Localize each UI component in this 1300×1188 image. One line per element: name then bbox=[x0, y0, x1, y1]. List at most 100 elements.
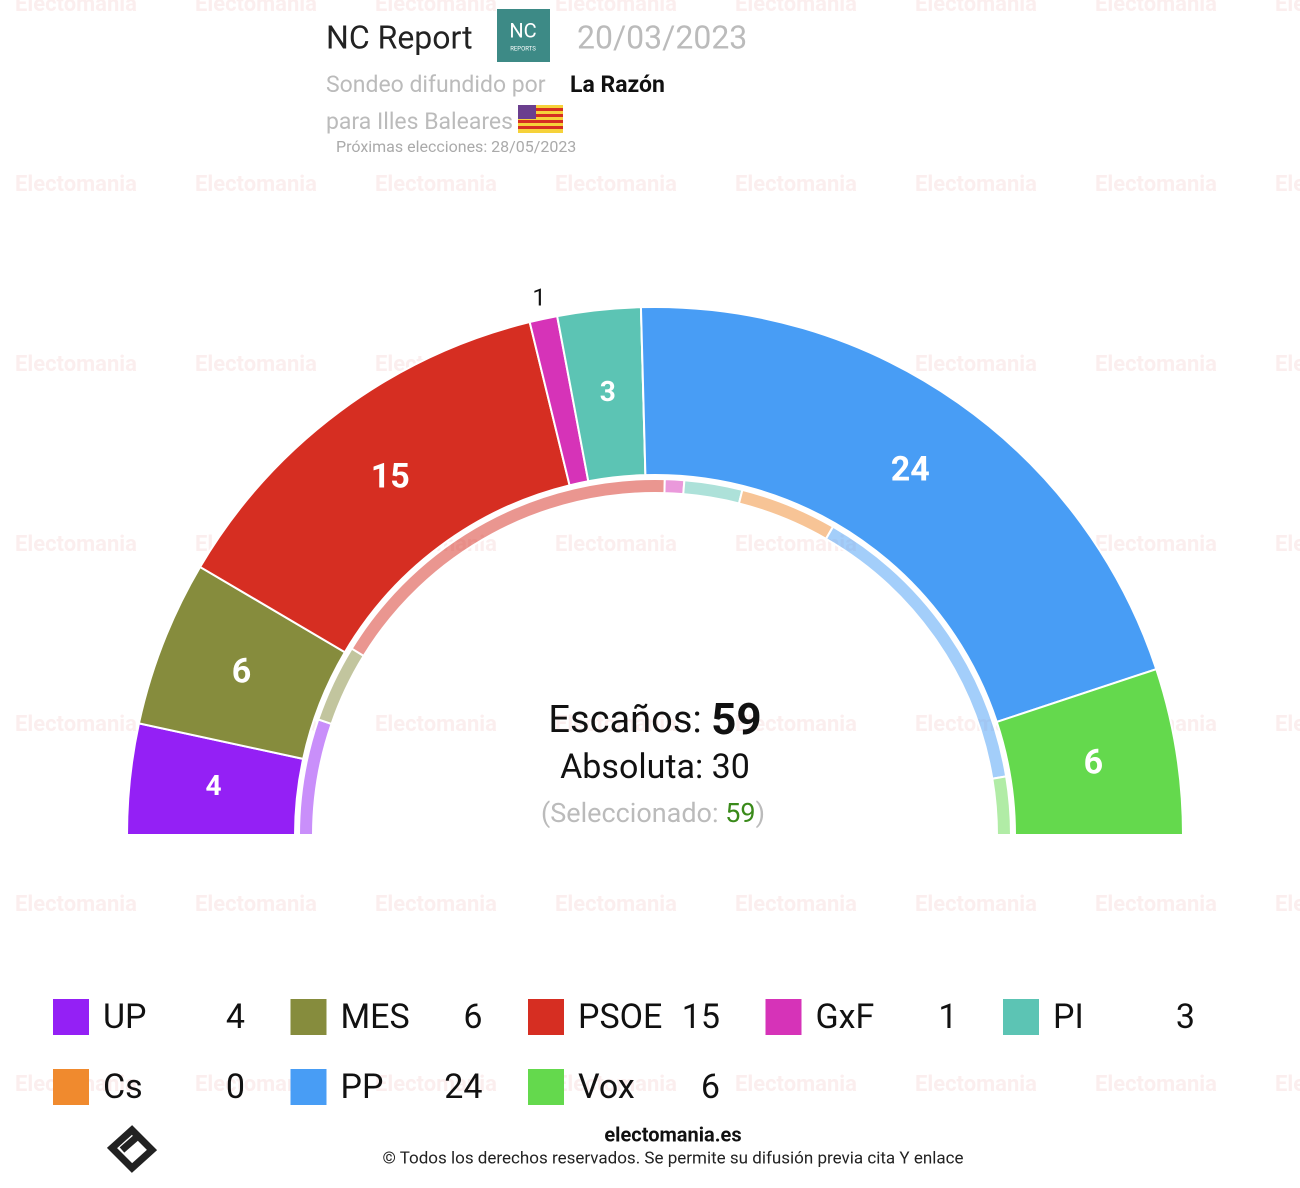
legend-value: 0 bbox=[226, 1067, 245, 1107]
legend-name: Cs bbox=[103, 1067, 143, 1107]
watermark: Electomania bbox=[915, 0, 1037, 17]
legend-icon bbox=[290, 1069, 327, 1105]
seat-label: 1 bbox=[532, 284, 546, 312]
seat-label: 24 bbox=[891, 450, 930, 490]
watermark: Electomania bbox=[555, 1072, 677, 1097]
watermark: Electomania bbox=[915, 172, 1037, 197]
seats-label: Escaños: bbox=[548, 698, 701, 742]
watermark: Electomania bbox=[1095, 0, 1217, 17]
legend-name: UP bbox=[103, 997, 147, 1037]
legend-value: 4 bbox=[226, 997, 245, 1037]
logo-text: REPORTS bbox=[510, 46, 536, 53]
watermark: Electomania bbox=[15, 532, 137, 557]
watermark: Electomania bbox=[735, 892, 857, 917]
poll-date: 20/03/2023 bbox=[577, 18, 747, 56]
logo-text: NC bbox=[509, 18, 536, 42]
legend-icon bbox=[290, 999, 327, 1035]
legend: UP 4 MES 6 PSOE 15 GxF 1 PI 3 Cs 0 PP 24 Vox 6 bbox=[53, 997, 1195, 1107]
majority-label: Absoluta: bbox=[560, 747, 703, 787]
legend-icon bbox=[528, 1069, 564, 1105]
flag bbox=[518, 105, 563, 133]
watermark: Electomania bbox=[1095, 352, 1217, 377]
seat-label: 6 bbox=[232, 651, 252, 691]
majority: Absoluta: 30 bbox=[560, 747, 750, 787]
seat-label: 4 bbox=[205, 769, 221, 802]
watermark: Electomania bbox=[1095, 892, 1217, 917]
footer-rights: © Todos los derechos reservados. Se perm… bbox=[382, 1148, 963, 1168]
watermark-layer: Electomania Electomania Electomania Electom… bbox=[15, 0, 1300, 1097]
watermark: Electomania bbox=[1275, 352, 1300, 377]
seat-segment bbox=[995, 667, 1185, 836]
watermark: Electomania bbox=[1095, 172, 1217, 197]
watermark: Electomania bbox=[915, 352, 1037, 377]
seat-label: 6 bbox=[1084, 742, 1104, 782]
watermark: Electomania bbox=[1275, 0, 1300, 17]
watermark: Electomania bbox=[555, 0, 677, 17]
watermark: Electomania bbox=[555, 172, 677, 197]
legend-icon bbox=[765, 999, 802, 1035]
legend-icon bbox=[528, 999, 564, 1035]
region: para Illes Baleares bbox=[326, 108, 513, 135]
legend-name: PI bbox=[1053, 997, 1084, 1037]
parliament: 4 6 15 1 3 24 6 bbox=[125, 284, 1185, 836]
selected-close: ) bbox=[756, 797, 765, 829]
watermark: Electomania bbox=[195, 352, 317, 377]
pollster: NC Report bbox=[326, 18, 473, 56]
watermark: Electomania bbox=[15, 352, 137, 377]
legend-icon bbox=[1003, 999, 1039, 1035]
watermark: Electomania bbox=[15, 172, 137, 197]
watermark: Electomania bbox=[375, 172, 497, 197]
next-election: Próximas elecciones: 28/05/2023 bbox=[336, 137, 576, 156]
legend-name: GxF bbox=[816, 997, 875, 1037]
watermark: Electomania bbox=[195, 0, 317, 17]
watermark: Electomania bbox=[1095, 1072, 1217, 1097]
watermark: Electomania bbox=[735, 0, 857, 17]
watermark: Electomania bbox=[555, 712, 677, 737]
watermark: Electomania bbox=[735, 172, 857, 197]
watermark: Electomania bbox=[1275, 892, 1300, 917]
watermark: Electomania bbox=[375, 0, 497, 17]
watermark: Electomania bbox=[735, 1072, 857, 1097]
legend-value: 1 bbox=[938, 997, 957, 1037]
footer-logo bbox=[106, 1125, 158, 1173]
legend-name: PSOE bbox=[578, 997, 662, 1037]
majority-value: 30 bbox=[712, 747, 750, 787]
legend-name: Vox bbox=[578, 1067, 635, 1107]
seat-segment bbox=[663, 478, 686, 496]
legend-value: 6 bbox=[701, 1067, 720, 1107]
watermark: Electomania bbox=[1095, 532, 1217, 557]
legend-name: MES bbox=[341, 997, 410, 1037]
watermark: Electomania bbox=[915, 1072, 1037, 1097]
watermark: Electomania bbox=[1275, 172, 1300, 197]
watermark: Electomania bbox=[195, 172, 317, 197]
legend-value: 6 bbox=[463, 997, 482, 1037]
legend-value: 15 bbox=[682, 997, 720, 1037]
legend-icon bbox=[53, 999, 89, 1035]
seats-value: 59 bbox=[711, 693, 762, 745]
legend-icon bbox=[53, 1069, 89, 1105]
legend-name: PP bbox=[341, 1067, 384, 1107]
seats-total: Escaños: 59 bbox=[548, 693, 761, 745]
seat-label: 15 bbox=[371, 457, 410, 497]
footer-site: electomania.es bbox=[604, 1122, 741, 1146]
watermark: Electomania bbox=[555, 892, 677, 917]
legend-value: 24 bbox=[444, 1067, 482, 1107]
legend-value: 3 bbox=[1176, 997, 1195, 1037]
watermark: Electomania bbox=[735, 712, 857, 737]
watermark: Electomania bbox=[15, 712, 137, 737]
seat-segment bbox=[639, 306, 1158, 724]
watermark: Electomania bbox=[915, 892, 1037, 917]
watermark: Electomania bbox=[15, 0, 137, 17]
watermark: Electomania bbox=[1275, 532, 1300, 557]
published-by-label: Sondeo difundido por bbox=[326, 71, 546, 98]
watermark: Electomania bbox=[15, 892, 137, 917]
watermark: Electomania bbox=[375, 1072, 497, 1097]
watermark: Electomania bbox=[375, 712, 497, 737]
watermark: Electomania bbox=[375, 892, 497, 917]
published-by: La Razón bbox=[570, 71, 665, 98]
selected-value: 59 bbox=[725, 797, 755, 829]
selected: (Seleccionado: 59) bbox=[541, 797, 765, 829]
watermark: Electomania bbox=[1275, 712, 1300, 737]
